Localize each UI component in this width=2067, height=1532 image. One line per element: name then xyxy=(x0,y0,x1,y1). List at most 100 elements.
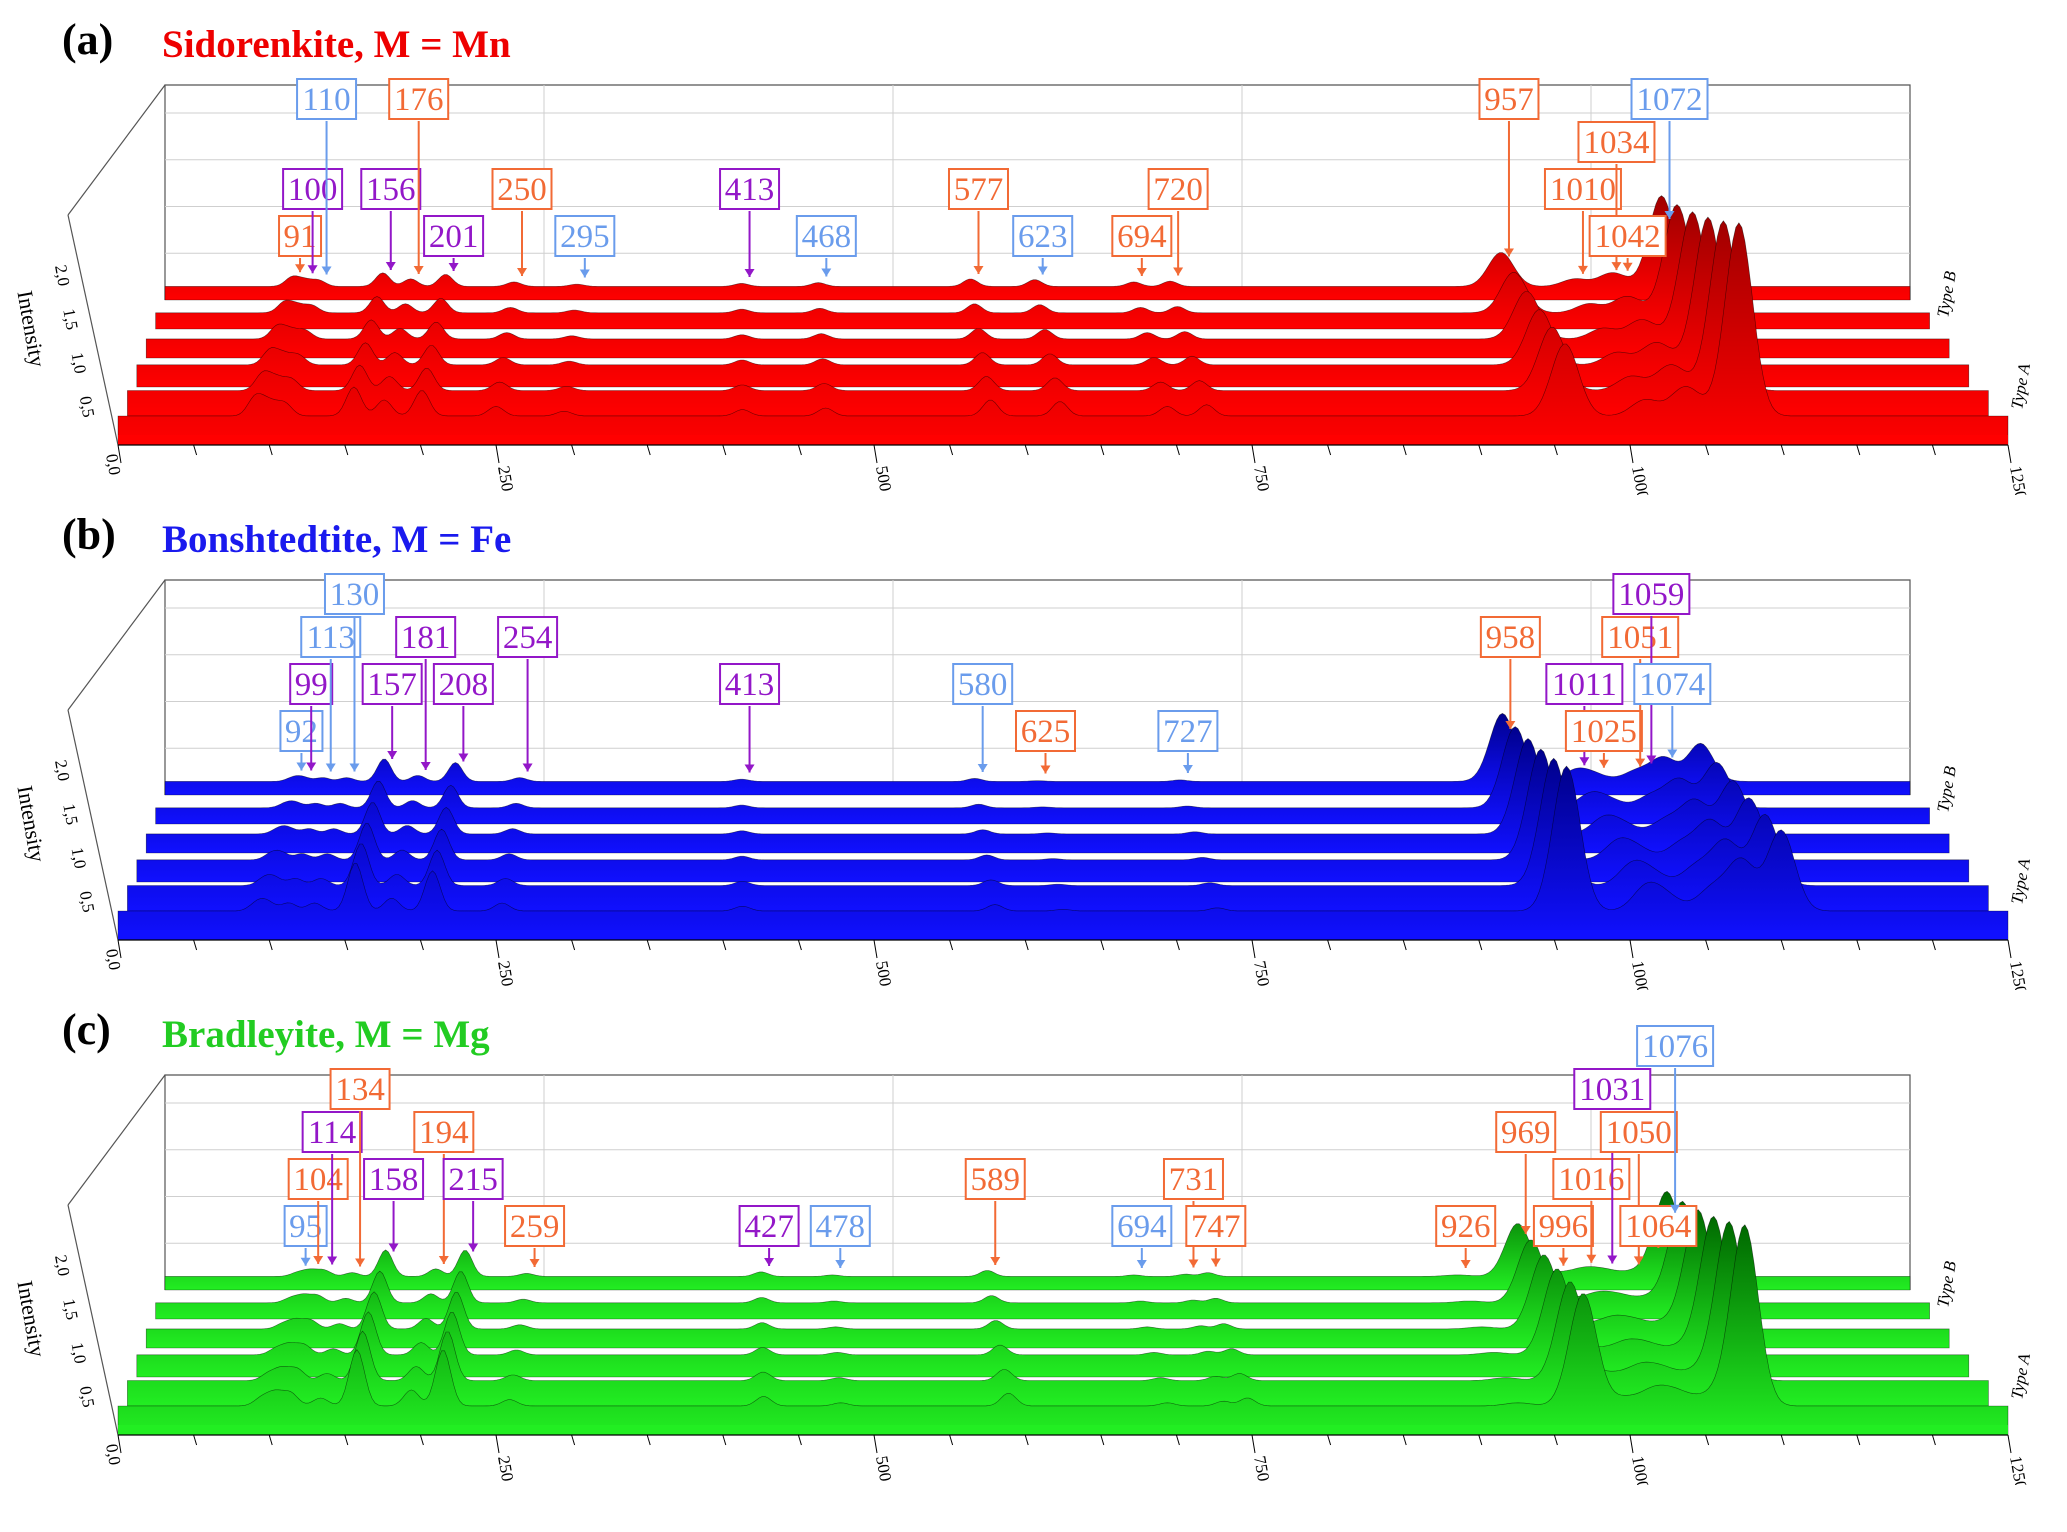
surface-series xyxy=(117,1190,2009,1436)
svg-text:413: 413 xyxy=(725,667,775,703)
peak-label: 134 xyxy=(329,1068,391,1267)
svg-text:1016: 1016 xyxy=(1558,1162,1624,1198)
svg-text:254: 254 xyxy=(503,620,553,656)
svg-text:1076: 1076 xyxy=(1642,1029,1708,1065)
svg-text:996: 996 xyxy=(1539,1209,1589,1245)
peak-label: 91 xyxy=(278,215,323,273)
svg-text:158: 158 xyxy=(369,1162,419,1198)
svg-text:114: 114 xyxy=(308,1115,356,1151)
surface-slice xyxy=(145,211,1950,359)
surface-base xyxy=(118,435,2008,445)
peak-label: 1010 xyxy=(1543,168,1622,274)
peak-label: 727 xyxy=(1157,710,1219,773)
peak-label: 114 xyxy=(301,1111,363,1265)
depth-label: Type B xyxy=(1933,764,1960,814)
y-tick-label: 1,0 xyxy=(68,1341,90,1365)
peak-label: 625 xyxy=(1015,710,1076,774)
depth-label: Type A xyxy=(2007,856,2034,905)
svg-text:694: 694 xyxy=(1117,1209,1167,1245)
y-tick-label: 0,5 xyxy=(76,890,98,914)
peak-label: 427 xyxy=(738,1205,800,1266)
peak-label: 104 xyxy=(287,1158,349,1264)
y-tick-label: 2,0 xyxy=(51,263,73,287)
x-tick-label: 250 xyxy=(494,464,517,492)
depth-label: Type B xyxy=(1933,269,1960,319)
svg-text:215: 215 xyxy=(448,1162,498,1198)
x-tick-label: 1250 xyxy=(2006,1454,2031,1485)
x-tick-label: 250 xyxy=(494,959,517,987)
peak-labels: 92 99 113 130 157 181 208 254 413 580 625 727 958 101… xyxy=(279,573,1712,774)
svg-text:625: 625 xyxy=(1021,714,1071,750)
depth-label: Type A xyxy=(2007,1351,2034,1400)
peak-label: 1076 xyxy=(1636,1025,1715,1213)
panel-title: Sidorenkite, M = Mn xyxy=(162,23,511,66)
svg-text:176: 176 xyxy=(394,82,444,118)
peak-label: 747 xyxy=(1185,1205,1247,1267)
surface-slice xyxy=(117,1224,2009,1436)
svg-text:958: 958 xyxy=(1486,620,1536,656)
peak-label: 130 xyxy=(323,573,385,772)
svg-text:156: 156 xyxy=(366,172,416,208)
svg-text:250: 250 xyxy=(497,172,547,208)
peak-label: 259 xyxy=(504,1205,566,1267)
svg-text:104: 104 xyxy=(293,1162,343,1198)
svg-text:100: 100 xyxy=(288,172,338,208)
x-tick-label: 1000 xyxy=(1628,959,1653,990)
svg-text:727: 727 xyxy=(1163,714,1213,750)
panel-title: Bradleyite, M = Mg xyxy=(162,1013,490,1056)
peak-label: 1034 xyxy=(1577,121,1656,271)
peak-label: 100 xyxy=(282,168,344,274)
surface-slice xyxy=(136,216,1970,388)
x-tick-label: 1250 xyxy=(2006,959,2031,990)
y-tick-label: 1,0 xyxy=(68,351,90,375)
y-axis-title: Intensity xyxy=(12,289,50,369)
peak-label: 1031 xyxy=(1573,1068,1652,1264)
peak-label: 731 xyxy=(1162,1158,1224,1268)
svg-text:623: 623 xyxy=(1018,219,1068,255)
svg-text:427: 427 xyxy=(744,1209,794,1245)
surface-series xyxy=(117,195,2009,446)
peak-label: 157 xyxy=(361,663,423,759)
y-tick-label: 0,0 xyxy=(102,452,124,476)
y-tick-label: 1,5 xyxy=(59,1297,81,1321)
svg-text:1042: 1042 xyxy=(1595,219,1661,255)
peak-label: 156 xyxy=(360,168,422,270)
peak-label: 1051 xyxy=(1601,616,1680,767)
svg-text:295: 295 xyxy=(560,219,610,255)
peak-label: 1059 xyxy=(1612,573,1691,764)
svg-text:1059: 1059 xyxy=(1618,577,1684,613)
y-tick-label: 1,5 xyxy=(59,802,81,826)
peak-label: 176 xyxy=(388,78,450,274)
y-tick-label: 0,0 xyxy=(102,1442,124,1466)
surface-base xyxy=(118,1425,2008,1435)
y-tick-label: 0,5 xyxy=(76,395,98,419)
peak-label: 295 xyxy=(554,215,616,278)
svg-text:1031: 1031 xyxy=(1579,1072,1645,1108)
peak-label: 1072 xyxy=(1630,78,1709,219)
x-tick-label: 1000 xyxy=(1628,464,1653,495)
svg-text:1010: 1010 xyxy=(1550,172,1616,208)
depth-label: Type A xyxy=(2007,361,2034,410)
panel-label: (b) xyxy=(62,510,116,559)
svg-text:259: 259 xyxy=(510,1209,560,1245)
peak-label: 694 xyxy=(1111,1205,1173,1268)
y-tick-label: 0,5 xyxy=(76,1385,98,1409)
peak-label: 92 xyxy=(279,710,324,771)
peak-label: 1042 xyxy=(1588,215,1667,271)
peak-label: 1016 xyxy=(1552,1158,1631,1263)
x-tick-label: 750 xyxy=(1250,1454,1273,1482)
peak-label: 996 xyxy=(1532,1205,1594,1266)
peak-label: 250 xyxy=(491,168,553,276)
peak-label: 589 xyxy=(964,1158,1026,1265)
x-tick-label: 500 xyxy=(872,464,895,492)
svg-text:747: 747 xyxy=(1191,1209,1241,1245)
x-tick-label: 750 xyxy=(1250,464,1273,492)
svg-text:1072: 1072 xyxy=(1637,82,1703,118)
peak-label: 413 xyxy=(719,168,781,277)
